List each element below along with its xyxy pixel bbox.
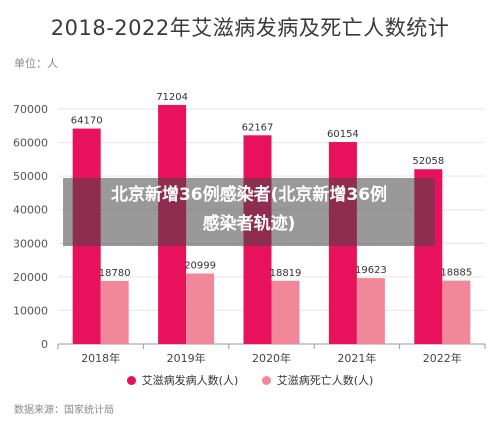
legend-label: 艾滋病发病人数(人) <box>141 374 239 387</box>
y-tick-label: 20000 <box>13 271 48 284</box>
bar-deaths <box>356 278 385 344</box>
data-label: 19623 <box>355 265 387 276</box>
bar-deaths <box>271 280 300 344</box>
y-tick-label: 50000 <box>13 170 48 183</box>
x-tick-label: 2019年 <box>167 351 206 365</box>
legend-label: 艾滋病死亡人数(人) <box>276 374 374 387</box>
x-tick-label: 2020年 <box>252 351 291 365</box>
caption-line-2: 感染者轨迹) <box>202 214 296 234</box>
bar-deaths <box>186 273 215 344</box>
data-label: 62167 <box>242 122 274 133</box>
legend-item-incidence[interactable]: 艾滋病发病人数(人) <box>126 372 239 388</box>
legend-marker-icon <box>261 376 271 385</box>
data-label: 18885 <box>440 268 472 279</box>
x-tick-label: 2022年 <box>423 351 462 365</box>
legend-item-deaths[interactable]: 艾滋病死亡人数(人) <box>261 372 374 388</box>
y-tick-label: 30000 <box>13 237 48 250</box>
y-tick-label: 40000 <box>13 204 48 217</box>
data-source: 数据来源：国家统计局 <box>14 405 114 416</box>
bar-deaths <box>442 280 471 344</box>
x-tick-label: 2018年 <box>81 351 120 365</box>
data-label: 18819 <box>270 268 302 279</box>
caption-overlay <box>63 178 435 246</box>
unit-label: 单位：人 <box>14 57 58 70</box>
data-label: 71204 <box>156 92 188 103</box>
y-tick-label: 0 <box>41 338 48 351</box>
data-label: 20999 <box>184 261 216 272</box>
legend-marker-icon <box>126 376 136 385</box>
caption-line-1: 北京新增36例感染者(北京新增36例 <box>110 185 388 205</box>
chart-legend: 艾滋病发病人数(人) 艾滋病死亡人数(人) <box>0 372 500 388</box>
x-tick-label: 2021年 <box>337 351 376 365</box>
y-tick-label: 10000 <box>13 304 48 317</box>
bar-deaths <box>100 280 129 344</box>
y-tick-label: 70000 <box>13 103 48 116</box>
chart-title: 2018-2022年艾滋病发病及死亡人数统计 <box>50 16 450 40</box>
data-label: 18780 <box>99 268 131 279</box>
data-label: 52058 <box>412 156 444 167</box>
data-label: 64170 <box>71 116 103 127</box>
y-tick-label: 60000 <box>13 137 48 150</box>
caption-text: 北京新增36例感染者(北京新增36例 感染者轨迹) <box>63 181 435 239</box>
data-label: 60154 <box>327 129 359 140</box>
